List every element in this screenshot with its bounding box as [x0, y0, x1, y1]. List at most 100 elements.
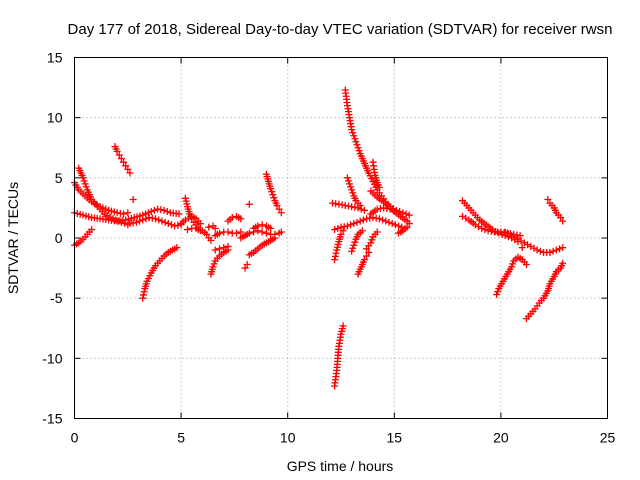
data-point: [367, 239, 375, 247]
data-point: [357, 205, 365, 213]
data-point: [215, 245, 223, 253]
data-point: [388, 220, 396, 228]
data-point: [237, 228, 245, 236]
data-point: [368, 236, 376, 244]
data-point: [245, 229, 253, 237]
tick-labels: 0 5 10 15 20 25 -15 -10 -5 0 5 10 15: [42, 50, 615, 446]
data-point: [399, 209, 407, 217]
data-point: [351, 135, 359, 143]
data-point: [347, 221, 355, 229]
data-point: [210, 260, 218, 268]
data-point: [152, 215, 160, 223]
data-point: [349, 189, 357, 197]
data-point: [557, 214, 565, 222]
data-point: [258, 221, 266, 229]
data-point: [360, 206, 368, 214]
data-point: [168, 221, 176, 229]
data-point: [258, 228, 266, 236]
data-point: [392, 208, 400, 216]
data-point: [267, 224, 275, 232]
data-point: [334, 224, 342, 232]
data-point: [355, 147, 363, 155]
data-point: [163, 208, 171, 216]
y-tick-label: -10: [42, 350, 62, 366]
data-point: [352, 138, 360, 146]
data-point: [228, 214, 236, 222]
data-point: [277, 228, 285, 236]
data-point: [382, 217, 390, 225]
data-point: [395, 222, 403, 230]
data-point: [354, 144, 362, 152]
data-point: [140, 288, 148, 296]
data-point: [331, 252, 339, 260]
data-point: [113, 147, 121, 155]
data-point: [385, 218, 393, 226]
data-point: [82, 183, 90, 191]
data-point: [348, 126, 356, 134]
data-point: [237, 215, 245, 223]
data-point: [277, 209, 285, 217]
data-point: [478, 224, 486, 232]
y-axis-label: SDTVAR / TECUs: [5, 182, 21, 294]
data-point: [122, 162, 130, 170]
data-point: [155, 216, 163, 224]
data-point: [233, 229, 241, 237]
data-point: [126, 169, 134, 177]
x-tick-label: 0: [71, 430, 79, 446]
data-point: [559, 217, 567, 225]
data-point: [331, 256, 339, 264]
data-point: [516, 232, 524, 240]
data-point: [518, 244, 526, 252]
data-point: [273, 202, 281, 210]
data-point: [363, 252, 371, 260]
data-point: [160, 206, 168, 214]
data-point: [349, 129, 357, 137]
y-tick-label: -15: [42, 411, 62, 427]
data-point: [508, 263, 516, 271]
data-point: [211, 224, 219, 232]
data-point: [353, 141, 361, 149]
data-point: [546, 248, 554, 256]
data-point: [493, 291, 501, 299]
data-point: [343, 174, 351, 182]
x-axis-label: GPS time / hours: [287, 458, 394, 474]
data-point: [158, 217, 166, 225]
x-tick-label: 15: [387, 430, 403, 446]
data-point: [115, 151, 123, 159]
data-point: [207, 236, 215, 244]
data-point: [339, 322, 347, 330]
data-point: [533, 246, 541, 254]
data-point: [559, 244, 567, 252]
data-point: [267, 185, 275, 193]
data-point: [375, 215, 383, 223]
data-point: [129, 195, 137, 203]
data-point: [124, 165, 132, 173]
data-point: [205, 223, 213, 231]
data-point: [349, 244, 357, 252]
plot-frame: [74, 57, 608, 419]
data-point: [196, 220, 204, 228]
data-point: [164, 220, 172, 228]
data-point: [353, 218, 361, 226]
data-point: [262, 229, 270, 237]
data-point: [379, 216, 387, 224]
data-point: [147, 208, 155, 216]
data-point: [203, 230, 211, 238]
data-point: [79, 174, 87, 182]
data-point: [120, 210, 128, 218]
data-point: [346, 180, 354, 188]
data-point: [386, 205, 394, 213]
data-point: [351, 238, 359, 246]
chart-title: Day 177 of 2018, Sidereal Day-to-day VTE…: [68, 21, 613, 38]
data-point: [556, 245, 564, 253]
axis-ticks: [74, 57, 608, 419]
data-point: [241, 264, 249, 272]
data-point: [559, 259, 567, 267]
y-tick-label: -5: [50, 290, 63, 306]
data-point: [211, 246, 219, 254]
data-point: [373, 228, 381, 236]
data-point: [139, 216, 147, 224]
data-point: [375, 183, 383, 191]
data-point: [80, 177, 88, 185]
data-points: [71, 86, 567, 390]
